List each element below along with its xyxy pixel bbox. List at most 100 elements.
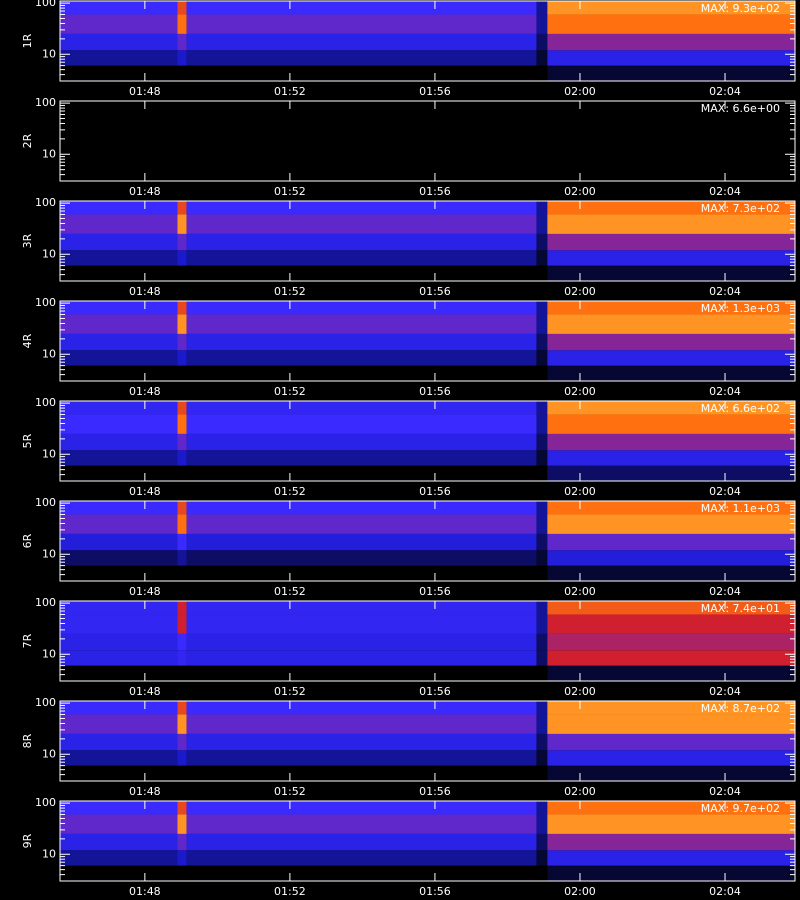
x-tick-label: 01:48 <box>129 685 161 698</box>
y-axis-label: 8R <box>21 733 34 748</box>
x-tick-label: 01:48 <box>129 185 161 198</box>
heatmap-cell <box>536 450 548 466</box>
heatmap-cell <box>186 533 537 551</box>
x-tick-label: 01:52 <box>274 485 306 498</box>
heatmap-cell <box>536 50 548 66</box>
heatmap-cell <box>536 650 548 666</box>
heatmap-cell <box>186 165 537 181</box>
plot-frame <box>59 400 796 482</box>
x-tick-label: 01:48 <box>129 785 161 798</box>
y-tick-label: 10 <box>42 847 56 860</box>
heatmap-cell <box>60 514 178 534</box>
heatmap-cell <box>177 365 187 381</box>
heatmap-cell <box>536 165 548 181</box>
heatmap-cell <box>547 401 795 415</box>
x-tick-label: 01:52 <box>274 585 306 598</box>
heatmap-cell <box>536 514 548 534</box>
max-annotation: MAX: 6.6e+02 <box>701 402 780 415</box>
heatmap-cell <box>186 701 537 715</box>
heatmap-cell <box>177 14 187 34</box>
heatmap-cell <box>60 614 178 634</box>
y-tick-label: 100 <box>35 696 56 709</box>
heatmap-cell <box>60 633 178 651</box>
heatmap-cell <box>547 550 795 566</box>
heatmap-cell <box>547 450 795 466</box>
heatmap-cell <box>186 414 537 434</box>
heatmap-cell <box>536 101 548 115</box>
heatmap-cell <box>186 101 537 115</box>
heatmap-cell <box>536 565 548 581</box>
heatmap-cell <box>547 214 795 234</box>
y-axis-label: 4R <box>21 333 34 348</box>
plot-frame <box>59 800 796 882</box>
heatmap-cell <box>547 865 795 881</box>
heatmap-cell <box>547 14 795 34</box>
heatmap-cell <box>177 801 187 815</box>
heatmap-cell <box>177 850 187 866</box>
heatmap-cell <box>536 350 548 366</box>
x-tick-label: 01:56 <box>419 385 451 398</box>
heatmap-cell <box>60 850 178 866</box>
heatmap-cell <box>60 114 178 134</box>
heatmap-cell <box>60 665 178 681</box>
heatmap-cell <box>536 365 548 381</box>
x-tick-label: 02:00 <box>564 285 596 298</box>
heatmap-cell <box>60 714 178 734</box>
heatmap-cell <box>186 501 537 515</box>
heatmap-cell <box>186 865 537 881</box>
heatmap-cell <box>536 133 548 151</box>
heatmap-cell <box>60 233 178 251</box>
heatmap-cell <box>60 133 178 151</box>
heatmap-cell <box>186 333 537 351</box>
heatmap-cell <box>186 350 537 366</box>
heatmap-cell <box>536 33 548 51</box>
heatmap-cell <box>547 114 795 134</box>
y-tick-label: 100 <box>35 596 56 609</box>
heatmap-cell <box>186 214 537 234</box>
x-tick-label: 02:00 <box>564 785 596 798</box>
heatmap-cell <box>60 65 178 81</box>
heatmap-cell <box>177 501 187 515</box>
max-annotation: MAX: 8.7e+02 <box>701 702 780 715</box>
heatmap-cell <box>186 265 537 281</box>
y-tick-label: 100 <box>35 196 56 209</box>
heatmap-cell <box>547 850 795 866</box>
heatmap-cell <box>536 814 548 834</box>
heatmap-cell <box>536 833 548 851</box>
x-tick-label: 02:00 <box>564 885 596 898</box>
heatmap-cell <box>186 1 537 15</box>
heatmap-cell <box>536 614 548 634</box>
heatmap-cell <box>60 201 178 215</box>
heatmap-cell <box>60 414 178 434</box>
heatmap-cell <box>536 733 548 751</box>
x-tick-label: 01:56 <box>419 185 451 198</box>
heatmap-cell <box>547 814 795 834</box>
x-tick-label: 01:52 <box>274 285 306 298</box>
y-tick-label: 10 <box>42 47 56 60</box>
heatmap-cell <box>536 865 548 881</box>
heatmap-cell <box>536 250 548 266</box>
heatmap-cell <box>547 201 795 215</box>
heatmap-cell <box>536 333 548 351</box>
x-tick-label: 02:04 <box>709 685 741 698</box>
heatmap-cell <box>536 314 548 334</box>
heatmap-cell <box>177 65 187 81</box>
x-tick-label: 02:04 <box>709 185 741 198</box>
y-axis-label: 7R <box>21 633 34 648</box>
x-tick-label: 01:56 <box>419 85 451 98</box>
heatmap-cell <box>547 150 795 166</box>
heatmap-cell <box>177 650 187 666</box>
heatmap-cell <box>536 633 548 651</box>
heatmap-cell <box>177 101 187 115</box>
heatmap-cell <box>60 801 178 815</box>
plot-frame <box>59 200 796 282</box>
heatmap-cell <box>186 433 537 451</box>
heatmap-cell <box>547 314 795 334</box>
y-tick-label: 100 <box>35 296 56 309</box>
heatmap-cell <box>177 565 187 581</box>
max-annotation: MAX: 7.3e+02 <box>701 202 780 215</box>
heatmap-cell <box>547 133 795 151</box>
heatmap-cell <box>186 814 537 834</box>
x-tick-label: 02:00 <box>564 685 596 698</box>
